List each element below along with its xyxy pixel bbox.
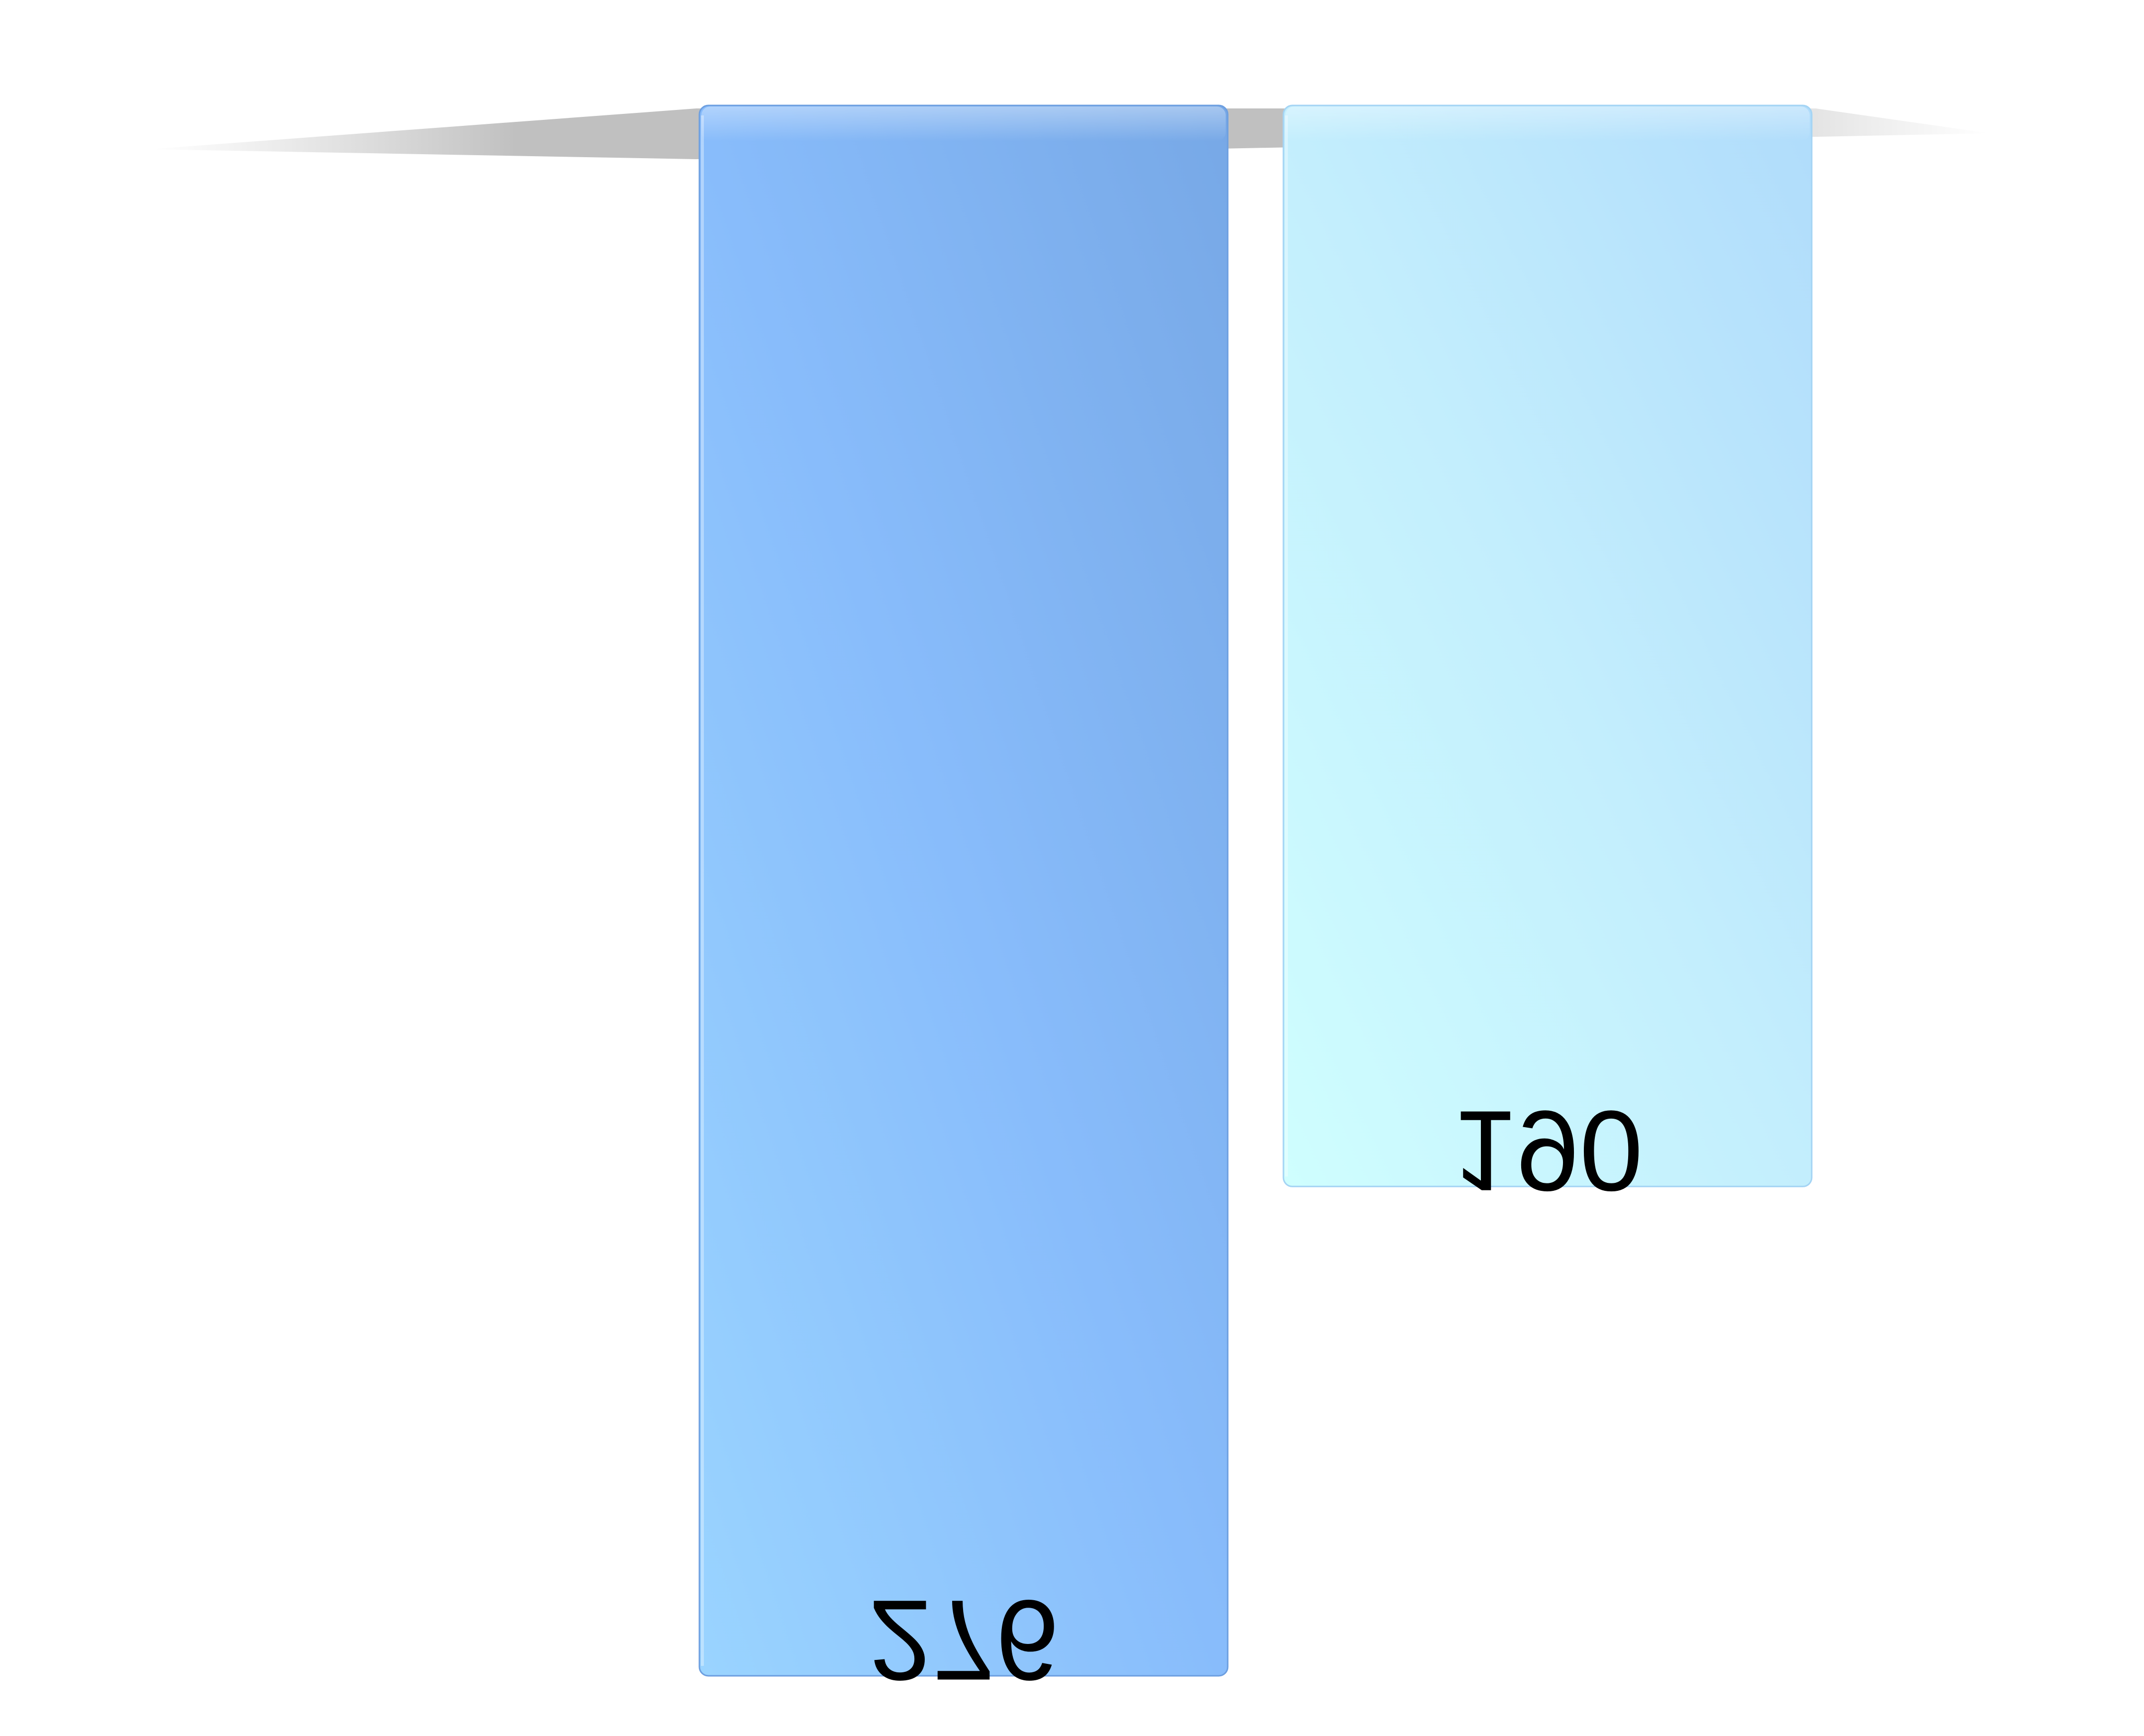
- bar-1: [1282, 104, 1813, 1187]
- labels-layer: 276 190: [868, 1087, 1643, 1705]
- bar-0-body: [698, 104, 1229, 1677]
- bar-0-top-sheen: [701, 106, 1226, 141]
- bar-0-data-label: 276: [868, 1576, 1059, 1704]
- bars-layer: [698, 104, 1813, 1677]
- bar-1-top-sheen: [1285, 106, 1810, 141]
- bar-0: [698, 104, 1229, 1677]
- bar-1-body: [1282, 104, 1813, 1187]
- bar-1-data-label: 190: [1452, 1087, 1643, 1215]
